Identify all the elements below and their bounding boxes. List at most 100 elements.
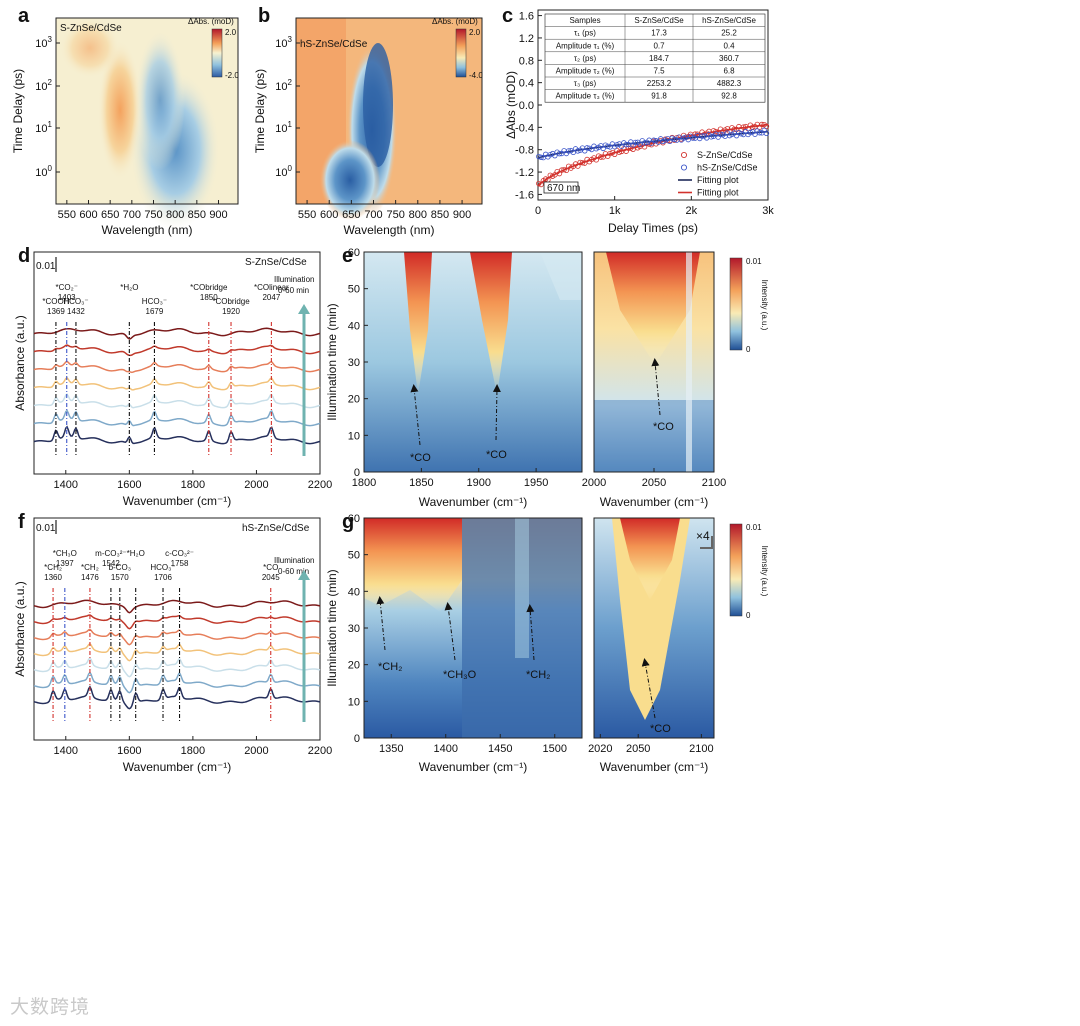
y-tick-label: 0 [354, 733, 360, 745]
data-point-0 [542, 176, 549, 182]
panel-a-ylabel: Time Delay (ps) [11, 69, 25, 153]
panel-b-ylabel: Time Delay (ps) [253, 69, 267, 153]
data-point-0 [763, 123, 770, 129]
peak-number: 1369 [47, 307, 65, 316]
y-tick-label: 40 [348, 320, 360, 332]
panel-c-table: Samples S-ZnSe/CdSe hS-ZnSe/CdSe τ₁ (ps) 17.… [544, 13, 766, 103]
illumination-arrow-head [298, 570, 310, 580]
panel-e-colorbar: 0.01 0 Intensity (a.u.) [729, 257, 769, 354]
y-tick-label: 10 [348, 696, 360, 708]
y-tick-label: 20 [348, 660, 360, 672]
table-cell: 2253.2 [647, 79, 672, 88]
x-tick-label: 1900 [466, 477, 490, 489]
y-tick-label: -0.8 [515, 145, 534, 157]
y-tick-label: 100 [35, 164, 52, 179]
data-point-1 [671, 136, 678, 143]
panel-e-letter: e [342, 245, 353, 267]
peak-number: 1403 [58, 293, 76, 302]
peak-number: 2047 [262, 293, 280, 302]
x-tick-label: 800 [166, 209, 184, 221]
y-tick-label: 30 [348, 623, 360, 635]
spectrum-trace [33, 642, 321, 662]
data-point-1 [699, 133, 705, 139]
x-tick-label: 750 [144, 209, 162, 221]
table-header: hS-ZnSe/CdSe [702, 16, 756, 25]
panel-g-ylabel: Illumination time (min) [325, 569, 339, 686]
y-tick-label: 101 [275, 120, 292, 135]
spectrum-trace [33, 671, 321, 694]
y-tick-label: 100 [275, 164, 292, 179]
data-point-0 [579, 160, 586, 166]
peak-label: *CH₃O [53, 549, 77, 558]
table-cell: τ₁ (ps) [574, 29, 596, 38]
data-point-1 [565, 148, 572, 154]
y-tick-label: 60 [348, 513, 360, 525]
panel-d-xticks: 1400 1600 1800 2000 2200 [54, 470, 332, 491]
data-point-1 [632, 139, 639, 146]
panel-e-xlabel-right: Wavenumber (cm⁻¹) [600, 495, 709, 509]
watermark: 大数跨境 [10, 996, 91, 1018]
panel-e: e 0.01 0 Intensity (a.u.) *CO *CO [325, 245, 769, 509]
panel-c: c Samples S-ZnSe/CdSe hS-ZnSe/CdSe τ₁ (ps) 1… [502, 5, 774, 235]
x-tick-label: 2100 [702, 477, 726, 489]
x-tick-label: 1800 [352, 477, 376, 489]
panel-g-xlabel-left: Wavenumber (cm⁻¹) [419, 760, 528, 774]
x-tick-label: 1400 [54, 745, 78, 757]
x-tick-label: 850 [188, 209, 206, 221]
x-tick-label: 1800 [181, 745, 205, 757]
data-point-0 [740, 124, 747, 130]
panel-a-colorbar-title: ΔAbs. (moD) [188, 17, 234, 26]
x-tick-label: 1950 [524, 477, 548, 489]
table-cell: 4882.3 [717, 79, 742, 88]
data-point-1 [651, 137, 657, 143]
data-point-1 [614, 142, 620, 148]
data-point-0 [593, 157, 599, 163]
x-tick-label: 2000 [244, 479, 268, 491]
panel-c-legend: S-ZnSe/CdSe hS-ZnSe/CdSe Fitting plot Fitti… [678, 150, 758, 198]
panel-a: a S-ZnSe/CdSe ΔAbs. (moD) 2.0 -2.0 550 60… [11, 5, 239, 237]
table-cell: 92.8 [721, 92, 737, 101]
data-point-1 [708, 134, 714, 140]
spectrum-trace [33, 628, 321, 646]
panel-b-letter: b [258, 5, 270, 27]
x-tick-label: 0 [535, 205, 541, 217]
panel-d: d 0.01 S-ZnSe/CdSe Illumination 0-60 min… [13, 245, 332, 508]
panel-g-xticks: 1350 1400 1450 1500 2020 2050 2100 [379, 734, 714, 755]
x-tick-label: 1400 [434, 743, 458, 755]
spectrum-trace [33, 360, 321, 374]
data-point-1 [680, 135, 687, 141]
data-point-0 [561, 166, 567, 173]
x-tick-label: 3k [762, 205, 774, 217]
panel-c-probe: 670 nm [543, 181, 580, 194]
panel-e-heatmap-right [593, 251, 715, 473]
panel-e-anno-1: *CO [410, 452, 431, 464]
panel-c-plot [536, 121, 770, 188]
spectrum-trace [33, 376, 321, 391]
panel-b: b hS-ZnSe/CdSe ΔAbs. (moD) 2.0 -4.0 550 6… [253, 5, 483, 237]
panel-c-xticks: 0 1k 2k 3k [535, 196, 774, 217]
data-point-1 [605, 143, 611, 150]
x-tick-label: 1500 [543, 743, 567, 755]
panel-g-colorbar-max: 0.01 [746, 523, 762, 532]
peak-number: 1758 [171, 559, 189, 568]
panel-g-colorbar: 0.01 0 Intensity (a.u.) [729, 523, 769, 620]
data-point-1 [690, 135, 696, 141]
data-point-0 [538, 181, 544, 188]
peak-label: c-CO₃²⁻ [165, 549, 194, 558]
panel-e-xlabel-left: Wavenumber (cm⁻¹) [419, 495, 528, 509]
data-point-0 [759, 121, 765, 128]
panel-e-ylabel: Illumination time (min) [325, 303, 339, 420]
panel-d-ylabel: Absorbance (a.u.) [13, 315, 27, 410]
peak-label: *H₂O [120, 283, 138, 292]
x-tick-label: 2050 [642, 477, 666, 489]
panel-a-colorbar-max: 2.0 [225, 28, 237, 37]
panel-g-colorbar-min: 0 [746, 611, 751, 620]
panel-g-colorbar-title: Intensity (a.u.) [760, 546, 769, 597]
x-tick-label: 550 [58, 209, 76, 221]
panel-d-sample: S-ZnSe/CdSe [245, 257, 307, 268]
x-tick-label: 900 [453, 209, 471, 221]
data-point-1 [623, 141, 629, 148]
peak-label: HCO₃⁻ [63, 297, 88, 306]
